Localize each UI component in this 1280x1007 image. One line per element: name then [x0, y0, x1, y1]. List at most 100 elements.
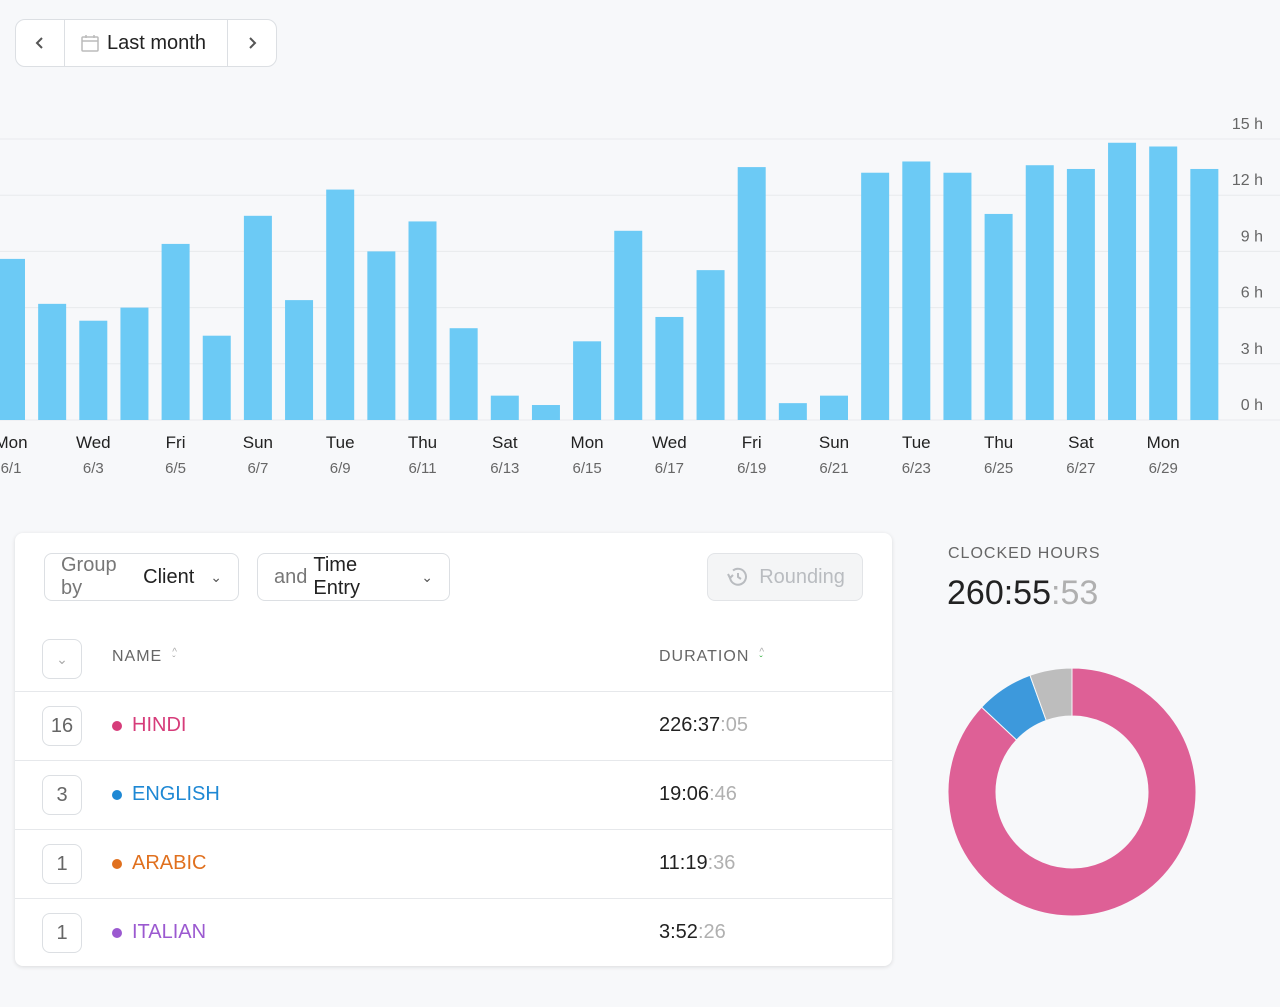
x-tick-date: 6/7: [247, 460, 268, 477]
client-label: ARABIC: [132, 852, 207, 874]
duration-hm: 226:37: [659, 714, 721, 736]
bar-6/20[interactable]: [778, 403, 807, 420]
x-tick-day: Tue: [902, 433, 931, 452]
chevron-left-icon[interactable]: [16, 20, 64, 66]
x-tick-day: Fri: [166, 433, 186, 452]
client-label: HINDI: [132, 714, 187, 736]
bar-6/16[interactable]: [614, 230, 643, 420]
x-tick-date: 6/17: [655, 460, 684, 477]
client-color-dot: [112, 789, 122, 800]
bar-6/29[interactable]: [1149, 146, 1178, 420]
client-label: ITALIAN: [132, 921, 207, 943]
group-by-prefix: Group by: [61, 554, 117, 599]
bar-6/7[interactable]: [243, 215, 272, 420]
bar-6/8[interactable]: [285, 300, 314, 420]
table-row[interactable]: 3 ENGLISH 19:06:46: [15, 761, 892, 830]
bar-6/18[interactable]: [696, 270, 725, 420]
bar-6/9[interactable]: [326, 189, 355, 420]
name-column-header[interactable]: NAME ^ ˇ: [112, 648, 178, 666]
table-row[interactable]: 1 ARABIC 11:19:36: [15, 830, 892, 899]
chevron-down-icon: ⌄: [56, 650, 68, 667]
x-tick-day: Mon: [571, 433, 604, 452]
sub-group-dropdown[interactable]: and Time Entry ⌄: [257, 553, 450, 601]
clocked-hours-seconds: :53: [1051, 574, 1099, 612]
x-tick-date: 6/23: [902, 460, 931, 477]
bar-6/13[interactable]: [490, 395, 519, 420]
clocked-hours-value: 260:55:53: [947, 574, 1098, 613]
bar-6/14[interactable]: [531, 405, 560, 420]
rounding-button[interactable]: Rounding: [707, 553, 863, 601]
bar-6/1[interactable]: [0, 258, 25, 420]
x-tick-date: 6/13: [490, 460, 519, 477]
x-tick-date: 6/15: [572, 460, 601, 477]
duration-column-label: DURATION: [659, 648, 750, 665]
entry-count-badge[interactable]: 3: [42, 775, 82, 815]
x-tick-date: 6/9: [330, 460, 351, 477]
x-tick-date: 6/3: [83, 460, 104, 477]
x-tick-day: Wed: [652, 433, 687, 452]
bar-6/17[interactable]: [655, 316, 684, 420]
client-color-dot: [112, 858, 122, 869]
group-by-dropdown[interactable]: Group by Client ⌄: [44, 553, 239, 601]
table-row[interactable]: 16 HINDI 226:37:05: [15, 692, 892, 761]
x-tick-date: 6/27: [1066, 460, 1095, 477]
duration-hm: 3:52: [659, 921, 698, 943]
x-tick-date: 6/29: [1149, 460, 1178, 477]
bar-6/19[interactable]: [737, 167, 766, 420]
bar-6/27[interactable]: [1066, 168, 1095, 420]
y-tick-label: 6 h: [1241, 285, 1263, 302]
entry-count-badge[interactable]: 16: [42, 706, 82, 746]
client-name: HINDI: [112, 714, 186, 737]
bar-6/12[interactable]: [449, 328, 478, 420]
client-color-dot: [112, 720, 122, 731]
group-by-value: Client: [143, 565, 195, 588]
bar-6/24[interactable]: [943, 172, 972, 420]
x-tick-date: 6/1: [1, 460, 22, 477]
bar-6/5[interactable]: [161, 243, 190, 420]
x-tick-day: Sun: [819, 433, 849, 452]
duration-value: 19:06:46: [659, 783, 737, 806]
duration-value: 3:52:26: [659, 921, 726, 944]
bar-6/22[interactable]: [861, 172, 890, 420]
duration-hm: 19:06: [659, 783, 710, 805]
donut-slice-hindi[interactable]: [947, 667, 1197, 917]
entry-count-badge[interactable]: 1: [42, 844, 82, 884]
x-tick-date: 6/11: [408, 460, 436, 477]
table-row[interactable]: 1 ITALIAN 3:52:26: [15, 899, 892, 967]
x-tick-day: Thu: [984, 433, 1013, 452]
bar-6/23[interactable]: [902, 161, 931, 421]
duration-seconds: :46: [709, 783, 737, 805]
calendar-icon: [81, 35, 99, 52]
daily-hours-bar-chart: 15 h 12 h 9 h 6 h 3 h 0 h Mon 6/1 Wed 6/3 Fri 6/5 Su…: [0, 116, 1280, 477]
name-column-label: NAME: [112, 648, 163, 665]
bar-6/26[interactable]: [1025, 165, 1054, 420]
bar-6/10[interactable]: [367, 251, 396, 420]
chevron-down-icon: ⌄: [210, 568, 222, 585]
bar-6/28[interactable]: [1108, 142, 1137, 420]
entry-count-badge[interactable]: 1: [42, 913, 82, 953]
sort-descending-icon: ^ ˇ: [759, 647, 766, 666]
y-tick-label: 0 h: [1241, 397, 1263, 414]
duration-column-header[interactable]: DURATION ^ ˇ: [659, 648, 765, 666]
bar-6/30[interactable]: [1190, 168, 1219, 420]
duration-seconds: :26: [697, 921, 726, 943]
bar-6/4[interactable]: [120, 307, 149, 420]
sub-group-value: Time Entry: [313, 554, 361, 599]
bar-6/3[interactable]: [79, 320, 108, 420]
donut-slice-other[interactable]: [1029, 667, 1073, 722]
bar-6/2[interactable]: [38, 303, 67, 420]
report-table-card: Group by Client ⌄ and Time Entry ⌄ Round…: [15, 533, 892, 966]
expand-all-toggle[interactable]: ⌄: [42, 639, 82, 679]
bar-6/21[interactable]: [820, 395, 848, 420]
date-range-button[interactable]: Last month: [64, 20, 228, 66]
bar-6/6[interactable]: [202, 335, 231, 420]
client-color-dot: [112, 927, 122, 938]
chevron-right-icon[interactable]: [228, 20, 276, 66]
client-name: ITALIAN: [112, 921, 206, 944]
bar-6/11[interactable]: [408, 221, 437, 420]
y-tick-label: 3 h: [1241, 341, 1263, 358]
duration-value: 11:19:36: [659, 852, 735, 875]
bar-6/15[interactable]: [573, 341, 602, 420]
bar-6/25[interactable]: [984, 213, 1013, 420]
client-label: ENGLISH: [132, 783, 220, 805]
